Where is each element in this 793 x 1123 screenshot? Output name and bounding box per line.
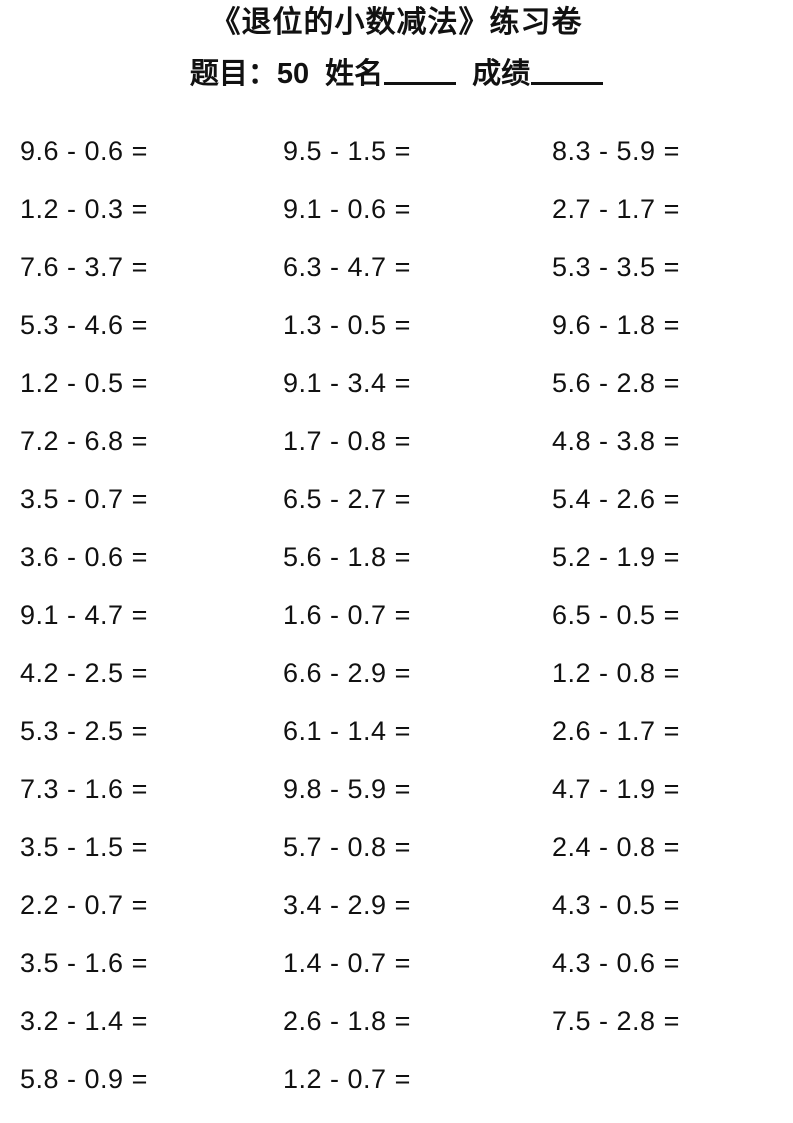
problem-column-2: 9.5 - 1.5 = 9.1 - 0.6 = 6.3 - 4.7 = 1.3 …	[261, 122, 524, 1108]
problem-item[interactable]: 2.6 - 1.7 =	[552, 716, 680, 746]
problem-grid: 9.6 - 0.6 = 1.2 - 0.3 = 7.6 - 3.7 = 5.3 …	[0, 122, 793, 1108]
problem-item[interactable]: 9.6 - 0.6 =	[20, 136, 148, 166]
problem-item[interactable]: 4.3 - 0.6 =	[552, 948, 680, 978]
problem-item[interactable]: 8.3 - 5.9 =	[552, 136, 680, 166]
score-label: 成绩	[472, 58, 531, 90]
problem-item[interactable]: 5.6 - 2.8 =	[552, 368, 680, 398]
problem-item[interactable]: 5.4 - 2.6 =	[552, 484, 680, 514]
problem-item[interactable]: 5.8 - 0.9 =	[20, 1064, 148, 1094]
problem-item[interactable]: 2.2 - 0.7 =	[20, 890, 148, 920]
problem-item[interactable]: 4.8 - 3.8 =	[552, 426, 680, 456]
problem-column-1: 9.6 - 0.6 = 1.2 - 0.3 = 7.6 - 3.7 = 5.3 …	[0, 122, 261, 1108]
problem-item[interactable]: 2.6 - 1.8 =	[283, 1006, 411, 1036]
problem-item[interactable]: 3.2 - 1.4 =	[20, 1006, 148, 1036]
problem-item[interactable]: 6.5 - 2.7 =	[283, 484, 411, 514]
problem-item[interactable]: 1.2 - 0.5 =	[20, 368, 148, 398]
problem-item[interactable]: 1.2 - 0.8 =	[552, 658, 680, 688]
problem-item[interactable]: 9.1 - 4.7 =	[20, 600, 148, 630]
problem-item[interactable]: 7.3 - 1.6 =	[20, 774, 148, 804]
problem-item[interactable]: 4.2 - 2.5 =	[20, 658, 148, 688]
problem-item[interactable]: 3.4 - 2.9 =	[283, 890, 411, 920]
worksheet-meta-line: 题目：50 姓名 成绩	[0, 38, 793, 89]
problem-item[interactable]: 2.4 - 0.8 =	[552, 832, 680, 862]
score-blank-field[interactable]	[531, 82, 604, 85]
problem-item[interactable]: 1.6 - 0.7 =	[283, 600, 411, 630]
problem-item[interactable]: 3.5 - 1.5 =	[20, 832, 148, 862]
problem-count-value: 50	[276, 58, 310, 90]
problem-item[interactable]: 9.8 - 5.9 =	[283, 774, 411, 804]
problem-item[interactable]: 3.6 - 0.6 =	[20, 542, 148, 572]
problem-item[interactable]: 5.2 - 1.9 =	[552, 542, 680, 572]
problem-item[interactable]: 9.1 - 0.6 =	[283, 194, 411, 224]
problem-item[interactable]: 3.5 - 0.7 =	[20, 484, 148, 514]
problem-column-3: 8.3 - 5.9 = 2.7 - 1.7 = 5.3 - 3.5 = 9.6 …	[524, 122, 793, 1108]
problem-item[interactable]: 9.1 - 3.4 =	[283, 368, 411, 398]
problem-item[interactable]: 5.3 - 2.5 =	[20, 716, 148, 746]
problem-item[interactable]: 9.6 - 1.8 =	[552, 310, 680, 340]
problem-item[interactable]: 5.7 - 0.8 =	[283, 832, 411, 862]
problem-item[interactable]: 1.2 - 0.7 =	[283, 1064, 411, 1094]
problem-item[interactable]: 5.6 - 1.8 =	[283, 542, 411, 572]
page-title: 《退位的小数减法》练习卷	[210, 6, 583, 39]
problem-item[interactable]: 1.2 - 0.3 =	[20, 194, 148, 224]
name-blank-field[interactable]	[384, 82, 457, 85]
problem-item[interactable]: 6.3 - 4.7 =	[283, 252, 411, 282]
problem-item[interactable]: 1.3 - 0.5 =	[283, 310, 411, 340]
name-label: 姓名	[325, 58, 384, 90]
problem-item[interactable]: 7.2 - 6.8 =	[20, 426, 148, 456]
problem-item[interactable]: 4.7 - 1.9 =	[552, 774, 680, 804]
problem-item[interactable]: 5.3 - 4.6 =	[20, 310, 148, 340]
problem-item[interactable]: 2.7 - 1.7 =	[552, 194, 680, 224]
problem-item[interactable]: 1.7 - 0.8 =	[283, 426, 411, 456]
problem-item[interactable]: 7.6 - 3.7 =	[20, 252, 148, 282]
problem-item[interactable]: 5.3 - 3.5 =	[552, 252, 680, 282]
problem-item[interactable]: 9.5 - 1.5 =	[283, 136, 411, 166]
problem-item[interactable]: 6.6 - 2.9 =	[283, 658, 411, 688]
problem-item[interactable]: 4.3 - 0.5 =	[552, 890, 680, 920]
problem-count-label: 题目：	[189, 58, 277, 90]
problem-item[interactable]: 6.1 - 1.4 =	[283, 716, 411, 746]
problem-item[interactable]: 3.5 - 1.6 =	[20, 948, 148, 978]
problem-item[interactable]: 1.4 - 0.7 =	[283, 948, 411, 978]
problem-item[interactable]: 7.5 - 2.8 =	[552, 1006, 680, 1036]
problem-item[interactable]: 6.5 - 0.5 =	[552, 600, 680, 630]
